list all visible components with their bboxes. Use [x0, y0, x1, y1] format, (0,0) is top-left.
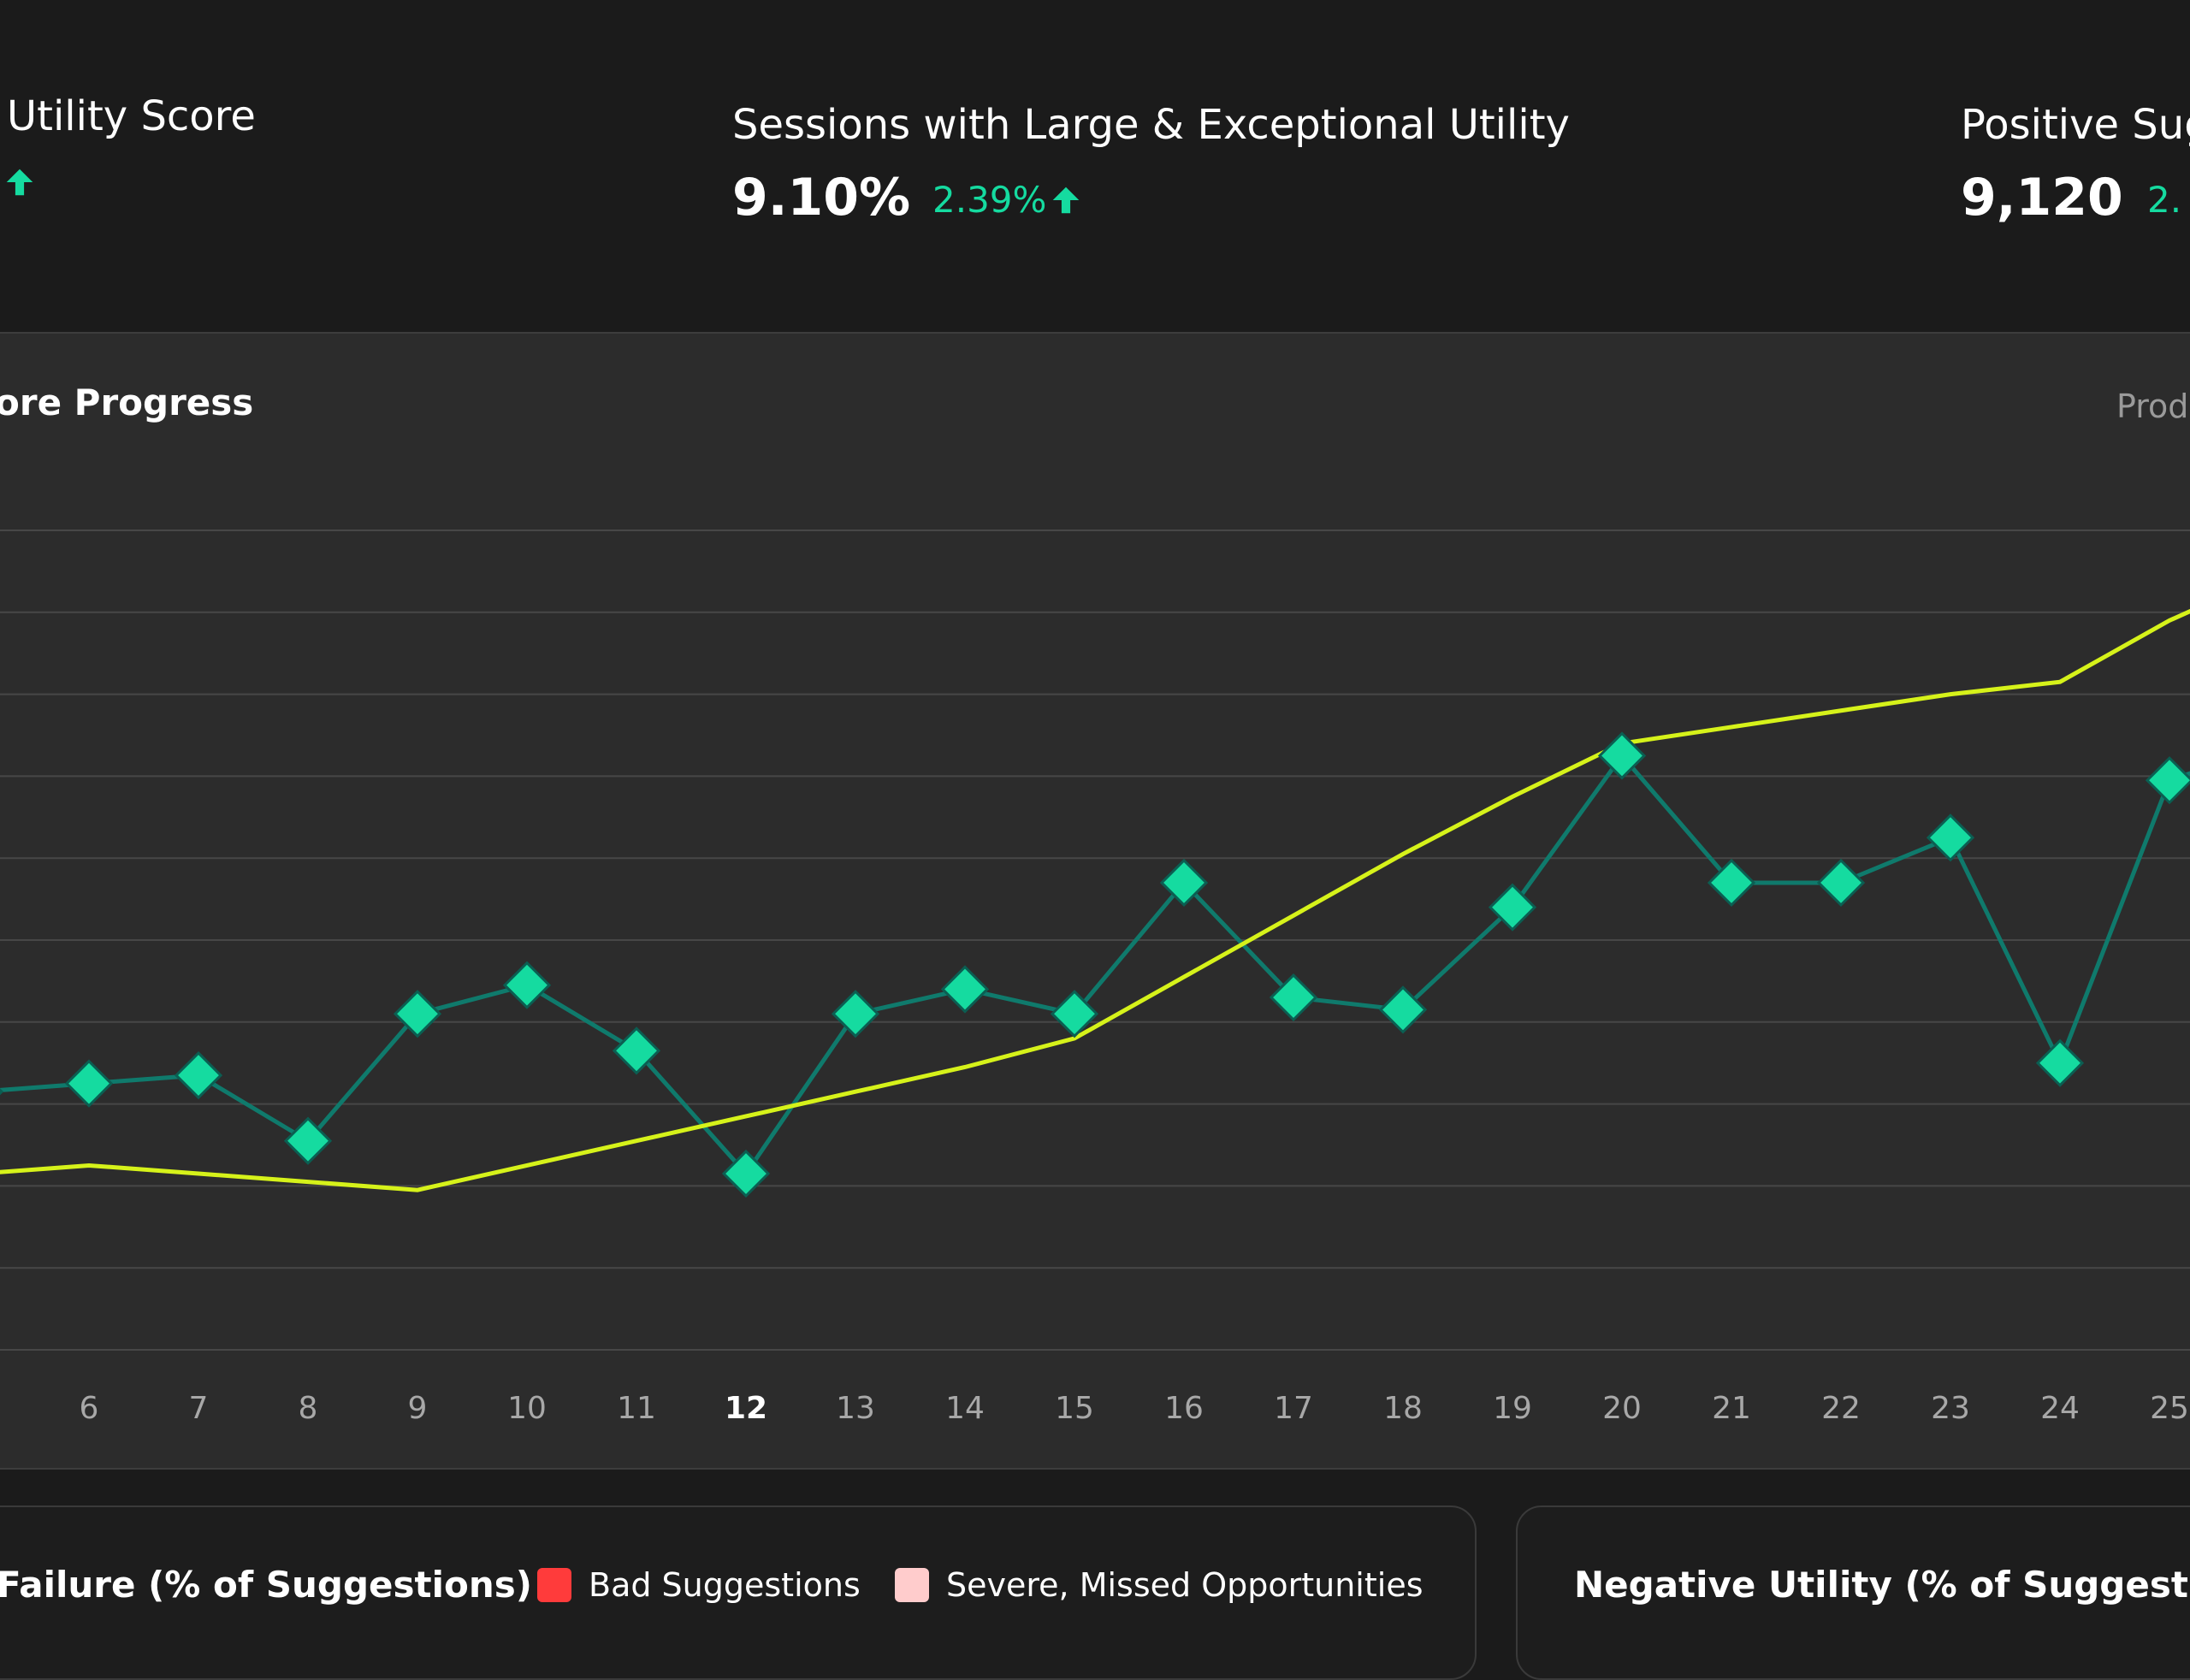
- data-point-marker: [174, 1050, 223, 1100]
- data-point-marker: [1159, 858, 1209, 908]
- failure-card: Failure (% of Suggestions) Bad Suggestio…: [0, 1505, 1477, 1680]
- data-point-marker: [612, 1026, 661, 1075]
- kpi-positive-value: 9,120: [1961, 168, 2123, 228]
- x-tick-label: 9: [408, 1391, 428, 1426]
- kpi-positive-delta-value: 2.: [2147, 179, 2182, 221]
- chart-filter-dropdown[interactable]: Prod: [2116, 387, 2189, 425]
- kpi-sessions-delta-value: 2.39%: [932, 179, 1047, 221]
- data-point-marker: [1269, 973, 1318, 1022]
- x-tick-label: 10: [507, 1391, 547, 1426]
- legend-label-bad-suggestions: Bad Suggestions: [589, 1566, 861, 1604]
- data-point-marker: [64, 1059, 114, 1108]
- x-tick-label: 11: [617, 1391, 656, 1426]
- data-point-marker: [1926, 813, 1975, 862]
- x-tick-label: 17: [1274, 1391, 1313, 1426]
- x-tick-label: 20: [1602, 1391, 1642, 1426]
- negative-utility-card: Negative Utility (% of Suggestions: [1516, 1505, 2190, 1680]
- x-tick-label: 12: [725, 1391, 767, 1426]
- arrow-up-icon: [6, 169, 33, 196]
- chart-title: ore Progress: [0, 382, 254, 423]
- data-point-marker: [721, 1149, 771, 1198]
- x-tick-label: 13: [836, 1391, 875, 1426]
- utility-score-chart: 6 7 8 9 10 11 12 13 14 15 16 17 18 19 20 21 22 23 24 25: [0, 529, 2190, 1426]
- failure-card-title: Failure (% of Suggestions): [0, 1564, 532, 1606]
- data-point-marker: [0, 1088, 4, 1096]
- data-point-marker: [1488, 883, 1537, 932]
- legend-severe-missed[interactable]: Severe, Missed Opportunities: [895, 1565, 1424, 1605]
- utility-score-line: [0, 752, 2190, 1178]
- kpi-positive-delta: 2.: [2147, 176, 2181, 224]
- x-tick-label: 18: [1383, 1391, 1423, 1426]
- kpi-sessions-delta: 2.39%: [932, 176, 1080, 224]
- legend-label-severe-missed: Severe, Missed Opportunities: [946, 1566, 1424, 1604]
- kpi-utility-score-delta: [0, 168, 34, 197]
- x-tick-label: 16: [1164, 1391, 1204, 1426]
- negative-utility-card-title: Negative Utility (% of Suggestions: [1574, 1564, 2190, 1606]
- data-point-marker: [1378, 985, 1428, 1034]
- data-point-marker: [1050, 990, 1099, 1038]
- legend-swatch-bad-suggestions: [537, 1568, 571, 1602]
- data-point-marker: [1707, 858, 1756, 908]
- data-point-marker: [1816, 858, 1866, 908]
- kpi-sessions-value: 9.10%: [732, 168, 911, 228]
- x-tick-label: 7: [189, 1391, 209, 1426]
- kpi-positive-title: Positive Sug: [1961, 101, 2190, 149]
- arrow-up-icon: [1053, 186, 1080, 214]
- legend-swatch-severe-missed: [895, 1568, 929, 1602]
- x-tick-label: 25: [2150, 1391, 2189, 1426]
- x-tick-label: 8: [299, 1391, 318, 1426]
- data-point-marker: [831, 990, 880, 1038]
- kpi-sessions-title: Sessions with Large & Exceptional Utilit…: [732, 101, 1570, 149]
- x-tick-label: 24: [2040, 1391, 2080, 1426]
- chart-panel: ore Progress Prod 6 7 8 9 10 11 12 13 14 15 16 17 18…: [0, 332, 2190, 1470]
- data-point-marker: [940, 965, 990, 1014]
- data-point-marker: [393, 990, 442, 1038]
- data-point-marker: [2145, 756, 2190, 805]
- kpi-strip: Utility Score Sessions with Large & Exce…: [0, 0, 2190, 332]
- x-tick-label: 21: [1712, 1391, 1751, 1426]
- data-point-marker: [1597, 731, 1647, 780]
- x-tick-label: 15: [1055, 1391, 1094, 1426]
- data-point-marker: [502, 961, 552, 1009]
- x-tick-label: 19: [1493, 1391, 1532, 1426]
- x-tick-label: 14: [945, 1391, 985, 1426]
- x-tick-label: 6: [80, 1391, 99, 1426]
- data-point-marker: [2035, 1038, 2085, 1087]
- legend-bad-suggestions[interactable]: Bad Suggestions: [537, 1565, 861, 1605]
- x-tick-label: 22: [1821, 1391, 1861, 1426]
- trend-line: [0, 608, 2190, 1192]
- data-point-marker: [283, 1116, 333, 1165]
- x-tick-label: 23: [1931, 1391, 1970, 1426]
- kpi-utility-score-title: Utility Score: [7, 92, 256, 140]
